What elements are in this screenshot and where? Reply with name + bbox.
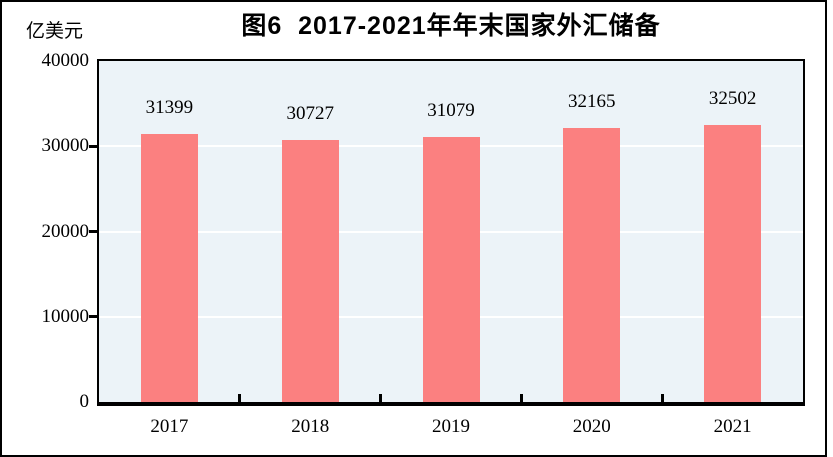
bar-2021 [704,124,762,402]
bar-2019 [422,137,480,402]
y-axis-tick [89,230,97,233]
x-axis-tick [519,394,523,402]
bar-value-label: 30727 [286,103,334,125]
y-axis-tick [89,144,97,148]
plot-area: 0 10000 20000 30000 40000 31399 2017 30727 2018 3… [42,50,805,437]
x-axis-tick [238,394,242,402]
x-axis-tick [660,394,664,402]
y-axis-tick-label: 20000 [41,220,90,242]
bar-value-label: 31079 [427,100,475,122]
bar-value-label: 32165 [568,90,616,112]
x-axis-category-label: 2017 [150,416,189,437]
x-axis-category-label: 2021 [713,416,752,437]
x-axis-tick [379,394,383,402]
y-axis-tick-label: 10000 [41,305,90,327]
bar-value-label: 31399 [145,97,194,119]
bar-2018 [281,140,339,402]
y-axis-tick-label: 0 [79,391,90,412]
x-axis-category-label: 2018 [291,416,330,437]
x-axis-category-label: 2019 [432,416,470,437]
y-axis-tick-label: 30000 [41,135,90,157]
y-axis-tick-label: 40000 [41,50,90,71]
x-axis-category-label: 2020 [572,416,611,437]
y-axis-tick [89,315,97,319]
bar-value-label: 32502 [708,87,757,109]
bar-2017 [140,134,198,402]
y-axis-unit-label: 亿美元 [26,21,84,42]
bar-2020 [563,127,621,402]
chart-title: 图6 2017-2021年年末国家外汇储备 [241,12,661,40]
